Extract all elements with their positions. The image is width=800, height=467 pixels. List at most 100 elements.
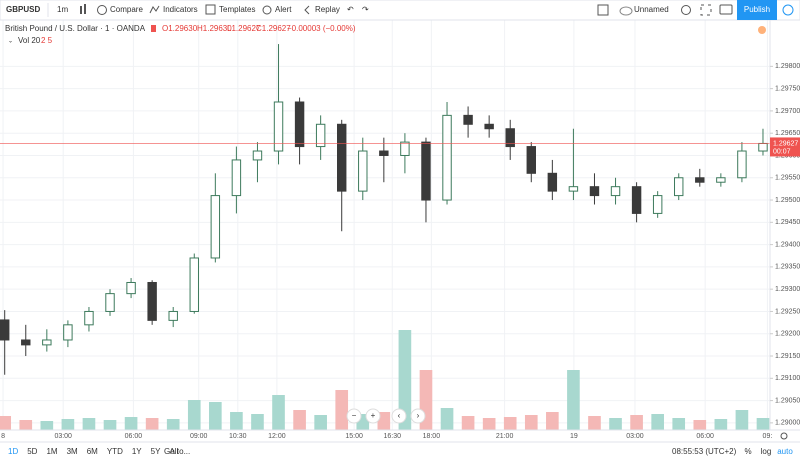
- range-button[interactable]: 5D: [27, 447, 37, 456]
- zoom-in[interactable]: [365, 408, 381, 424]
- zoom-out[interactable]: [346, 408, 362, 424]
- collapse[interactable]: ⌄: [8, 39, 13, 45]
- candle-body: [526, 146, 536, 174]
- x-tick-label: 19: [570, 433, 578, 440]
- candle-body: [652, 195, 663, 214]
- x-tick-label: 16:30: [384, 433, 402, 440]
- fullscreen-icon[interactable]: [700, 4, 712, 16]
- layout-name[interactable]: Unnamed: [634, 5, 669, 14]
- volume-bar: [40, 421, 54, 430]
- range-button[interactable]: 5Y: [151, 447, 161, 456]
- interval[interactable]: 1m: [57, 5, 68, 14]
- volume-bar: [0, 416, 12, 430]
- templates-icon[interactable]: [205, 4, 216, 15]
- x-tick-label: 03:00: [626, 433, 644, 440]
- log-toggle[interactable]: log: [761, 447, 772, 456]
- volume-bar: [440, 408, 454, 430]
- legend-close: C1.29627: [256, 24, 291, 33]
- volume-params: 2 5: [41, 36, 53, 45]
- y-tick-label: 1.29750: [775, 85, 800, 92]
- volume-bar: [756, 418, 770, 430]
- x-tick-label: 8: [1, 433, 5, 440]
- volume-bar: [335, 390, 349, 430]
- candle-body: [63, 324, 73, 341]
- x-tick-label: 21:00: [496, 433, 514, 440]
- symbol-description: British Pound / U.S. Dollar · 1 · OANDA: [5, 24, 146, 33]
- flag[interactable]: [151, 25, 156, 32]
- volume-bar: [546, 412, 559, 430]
- candle-body: [294, 101, 305, 148]
- y-tick-label: 1.29150: [775, 353, 800, 360]
- volume-bar: [714, 419, 728, 430]
- candle-body: [189, 257, 199, 312]
- candle-body: [42, 339, 52, 346]
- settings-icon[interactable]: [681, 5, 691, 15]
- alert[interactable]: Alert: [275, 5, 292, 14]
- range-button[interactable]: 3M: [67, 447, 78, 456]
- y-tick-label: 1.29350: [775, 264, 800, 271]
- volume-bar: [503, 417, 517, 430]
- candle-body: [105, 293, 115, 312]
- candle-body: [568, 186, 579, 192]
- volume-bar: [567, 370, 580, 430]
- range-button[interactable]: 1Y: [132, 447, 142, 456]
- candle-body: [315, 123, 326, 148]
- y-tick-label: 1.29300: [775, 286, 800, 293]
- range-button[interactable]: YTD: [107, 447, 123, 456]
- scroll-right[interactable]: [410, 408, 426, 424]
- range-button[interactable]: 1M: [46, 447, 57, 456]
- range-button[interactable]: 6M: [87, 447, 98, 456]
- indicators[interactable]: Indicators: [163, 5, 198, 14]
- range-button[interactable]: 1D: [8, 447, 18, 456]
- candle-body: [210, 195, 221, 259]
- indicators-icon[interactable]: [149, 5, 160, 14]
- layout-icon[interactable]: [597, 4, 609, 16]
- play-icon[interactable]: [782, 4, 794, 16]
- range-button[interactable]: All: [169, 447, 178, 456]
- compare-icon[interactable]: [97, 5, 107, 15]
- x-tick-label: 06:00: [696, 433, 714, 440]
- volume-legend: Vol 20: [18, 36, 41, 45]
- goto[interactable]: Go to...: [164, 447, 190, 456]
- volume-bar: [209, 402, 222, 430]
- volume-bar: [314, 415, 327, 430]
- volume-bar: [19, 420, 33, 430]
- templates[interactable]: Templates: [219, 5, 255, 14]
- x-tick-label: 09:00: [190, 433, 208, 440]
- chart-type-icon[interactable]: [80, 6, 82, 14]
- volume-bar: [672, 418, 686, 430]
- scroll-right-icon: ›: [417, 411, 420, 420]
- y-tick-label: 1.29400: [775, 241, 800, 248]
- x-tick-label: 18:00: [423, 433, 441, 440]
- volume-bar: [693, 420, 707, 430]
- volume-bar: [461, 416, 475, 430]
- compare[interactable]: Compare: [110, 5, 143, 14]
- volume-bar: [524, 415, 538, 430]
- candle-body: [674, 177, 684, 197]
- legend-open: O1.29630: [162, 24, 198, 33]
- y-tick-label: 1.29550: [775, 175, 800, 182]
- volume-bar: [272, 395, 285, 430]
- volume-bar: [230, 412, 243, 430]
- publish-button[interactable]: [737, 0, 777, 20]
- range-buttons: 1D 5D 1M 3M 6M YTD 1Y 5Y All: [8, 447, 179, 456]
- symbol[interactable]: GBPUSD: [6, 5, 40, 14]
- volume-bar: [377, 412, 391, 430]
- auto-toggle[interactable]: auto: [777, 447, 793, 456]
- redo[interactable]: ↷: [362, 5, 369, 14]
- candle-body: [758, 142, 768, 152]
- cloud-icon: [619, 6, 633, 16]
- candle-body: [379, 150, 389, 156]
- percent-toggle[interactable]: %: [744, 447, 751, 456]
- replay[interactable]: Replay: [315, 5, 340, 14]
- axis-settings[interactable]: [780, 432, 788, 440]
- undo[interactable]: ↶: [347, 5, 354, 14]
- publish[interactable]: Publish: [744, 5, 770, 14]
- snapshot-icon[interactable]: [719, 4, 733, 15]
- y-tick-label: 1.29800: [775, 63, 800, 70]
- alert-icon[interactable]: [262, 5, 272, 15]
- last-price-label: 1.29627: [773, 140, 798, 147]
- replay-icon[interactable]: [304, 5, 310, 15]
- scroll-left[interactable]: [391, 408, 407, 424]
